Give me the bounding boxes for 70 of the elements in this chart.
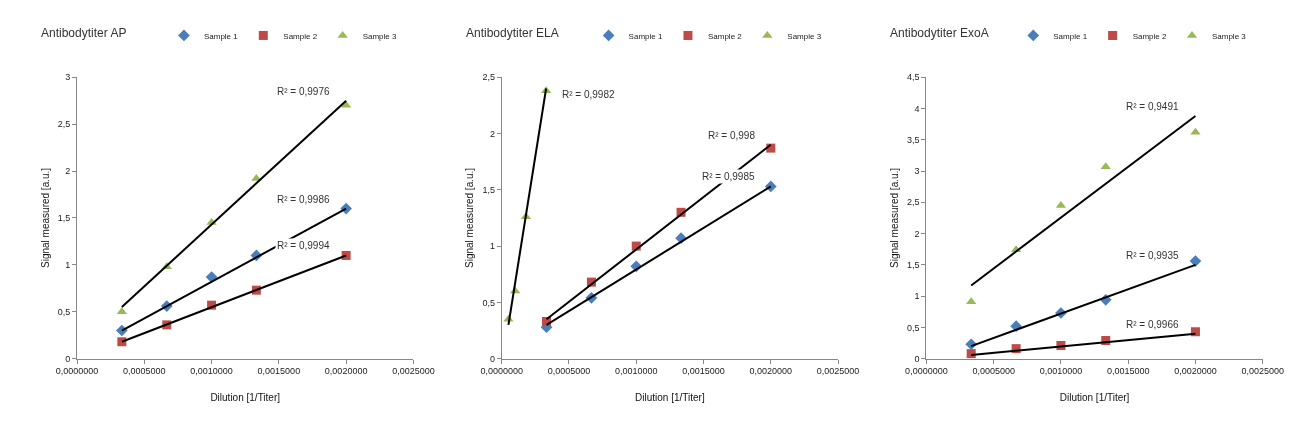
y-tick-label: 0,5 [907,322,920,333]
annotation: R² = 0,9986 [277,194,330,205]
chart-title: Antibodytiter AP [41,26,127,40]
y-tick-label: 1,5 [907,259,920,270]
annotation: R² = 0,9491 [1126,101,1179,112]
y-tick-label: 2 [489,128,495,139]
y-tick-label: 1 [914,291,920,302]
y-tick-label: 3 [914,166,920,177]
x-tick-label: 0,0025000 [1241,366,1284,377]
y-tick-label: 2,5 [482,72,495,83]
legend-label: Sample 1 [1053,31,1088,41]
y-tick-label: 2,5 [907,197,920,208]
legend-label: Sample 3 [787,31,822,41]
x-tick-label: 0,0025000 [392,366,435,377]
x-axis-title: Dilution [1/Titer] [210,391,281,403]
x-tick-label: 0,0005000 [972,366,1015,377]
point [1189,255,1202,267]
legend-label: Sample 2 [283,31,318,41]
y-tick-label: 1 [65,259,71,270]
x-tick-label: 0,0010000 [614,366,658,377]
x-tick-label: 0,0005000 [123,366,166,377]
x-tick-label: 0,0000000 [480,366,523,377]
y-tick-label: 0,5 [57,306,71,317]
annotation: R² = 0,9994 [277,240,330,251]
chart-title: Antibodytiter ELA [466,26,559,40]
x-tick-label: 0,0015000 [682,366,725,377]
legend-label: Sample 3 [1211,31,1247,41]
x-tick-label: 0,0020000 [749,366,793,377]
legend-label: Sample 3 [362,31,397,41]
annotation: R² = 0,9982 [562,89,615,100]
y-tick-label: 2,5 [57,119,71,130]
y-tick-label: 4,5 [907,72,920,83]
x-tick-label: 0,0020000 [324,366,368,377]
x-tick-label: 0,0010000 [190,366,233,377]
legend-label: Sample 1 [203,31,239,41]
y-tick-label: 3,5 [907,134,920,145]
chart-title: Antibodytiter ExoA [890,26,989,40]
x-tick-label: 0,0000000 [55,366,99,377]
x-tick-label: 0,0025000 [816,366,860,377]
y-tick-label: 0 [489,353,495,364]
x-axis-title: Dilution [1/Titer] [1059,391,1130,403]
y-tick-label: 1,5 [482,184,495,195]
y-tick-label: 3 [65,72,71,83]
x-tick-label: 0,0000000 [905,366,948,377]
x-tick-label: 0,0015000 [1106,366,1150,377]
x-tick-label: 0,0015000 [257,366,301,377]
annotation: R² = 0,9935 [1126,250,1179,261]
y-axis-title: Signal measured [a.u.] [39,167,51,268]
y-tick-label: 0 [65,353,71,364]
y-axis-title: Signal measured [a.u.] [464,167,476,268]
point [1190,127,1201,135]
y-tick-label: 1 [489,241,495,252]
annotation: R² = 0,9976 [277,86,330,97]
legend-label: Sample 1 [628,31,663,41]
x-axis-title: Dilution [1/Titer] [635,391,705,403]
x-tick-label: 0,0010000 [1039,366,1083,377]
y-tick-label: 0,5 [482,297,495,308]
annotation: R² = 0,9985 [702,171,755,182]
y-tick-label: 1,5 [57,213,71,224]
y-tick-label: 2 [65,166,71,177]
x-tick-label: 0,0005000 [547,366,591,377]
legend-label: Sample 2 [707,31,743,41]
annotation: R² = 0,998 [708,130,756,141]
legend-label: Sample 2 [1132,31,1167,41]
annotation: R² = 0,9966 [1126,319,1179,330]
y-axis-title: Signal measured [a.u.] [889,167,901,268]
x-tick-label: 0,0020000 [1174,366,1217,377]
y-tick-label: 4 [914,103,920,114]
y-tick-label: 2 [914,228,920,239]
y-tick-label: 0 [914,353,920,364]
